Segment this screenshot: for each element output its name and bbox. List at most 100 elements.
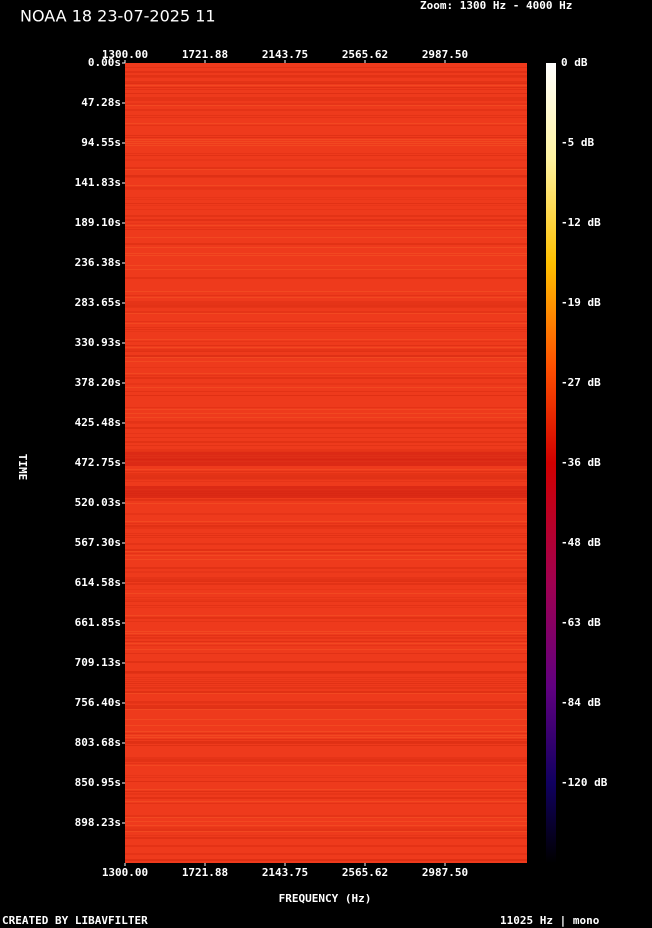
stripe [125, 797, 527, 799]
stripe [125, 735, 527, 736]
stripe [125, 277, 527, 279]
stripe [125, 167, 527, 169]
stripe [125, 551, 527, 552]
stripe [125, 449, 527, 451]
stripe [125, 387, 527, 388]
stripe [125, 635, 527, 636]
colorbar-label: -5 dB [561, 136, 594, 149]
time-label: 472.75s [75, 456, 121, 469]
stripe [125, 347, 527, 348]
stripe [125, 247, 527, 248]
stripe [125, 731, 527, 732]
stripe [125, 743, 527, 744]
stripe [125, 617, 527, 619]
stripe [125, 311, 527, 313]
footer-right: 11025 Hz | mono [500, 914, 600, 927]
stripe [125, 115, 527, 116]
stripe [125, 67, 527, 68]
stripe [125, 139, 527, 140]
stripe [125, 469, 527, 470]
stripe [125, 361, 527, 362]
time-label: 378.20s [75, 376, 121, 389]
stripe [125, 803, 527, 804]
band [125, 452, 527, 466]
stripe [125, 209, 527, 210]
time-label: 425.48s [75, 416, 121, 429]
stripe [125, 143, 527, 144]
stripe [125, 789, 527, 790]
time-label: 709.13s [75, 656, 121, 669]
stripe [125, 831, 527, 832]
stripe [125, 645, 527, 646]
stripe [125, 297, 527, 298]
stripe [125, 837, 527, 839]
stripe [125, 827, 527, 829]
stripe [125, 123, 527, 124]
stripe [125, 77, 527, 78]
stripe [125, 85, 527, 86]
stripe [125, 451, 527, 452]
stripe [125, 825, 527, 826]
stripe [125, 589, 527, 590]
stripe [125, 391, 527, 392]
stripe [125, 759, 527, 761]
stripe [125, 649, 527, 650]
stripe [125, 331, 527, 332]
stripe [125, 125, 527, 126]
stripe [125, 437, 527, 438]
stripe [125, 503, 527, 504]
stripe [125, 177, 527, 178]
stripe [125, 525, 527, 527]
spectrogram-stripes [125, 67, 527, 861]
stripe [125, 691, 527, 693]
stripe [125, 341, 527, 342]
stripe [125, 83, 527, 84]
stripe [125, 355, 527, 357]
colorbar-label: -12 dB [561, 216, 601, 229]
stripe [125, 745, 527, 746]
stripe [125, 845, 527, 847]
stripe [125, 153, 527, 154]
band [125, 486, 527, 498]
time-label: 47.28s [81, 96, 121, 109]
stripe [125, 375, 527, 376]
title: NOAA 18 23-07-2025 11 [20, 7, 216, 26]
freq-label-bottom: 2143.75 [262, 866, 308, 879]
stripe [125, 219, 527, 221]
stripe [125, 853, 527, 855]
colorbar-label: -84 dB [561, 696, 601, 709]
freq-label-bottom: 2565.62 [342, 866, 388, 879]
y-axis-label: TIME [16, 454, 29, 481]
stripe [125, 701, 527, 703]
stripe [125, 99, 527, 101]
time-label: 236.38s [75, 256, 121, 269]
freq-label-top: 1721.88 [182, 48, 228, 61]
stripe [125, 477, 527, 479]
stripe [125, 473, 527, 475]
stripe [125, 535, 527, 536]
stripe [125, 817, 527, 818]
time-label: 94.55s [81, 136, 121, 149]
stripe [125, 197, 527, 198]
stripe [125, 445, 527, 446]
time-label: 283.65s [75, 296, 121, 309]
stripe [125, 433, 527, 434]
colorbar-label: -27 dB [561, 376, 601, 389]
stripe [125, 607, 527, 608]
stripe [125, 255, 527, 256]
stripe [125, 417, 527, 418]
stripe [125, 323, 527, 324]
stripe [125, 479, 527, 480]
footer-left: CREATED BY LIBAVFILTER [2, 914, 148, 927]
stripe [125, 253, 527, 254]
stripe [125, 97, 527, 99]
stripe [125, 567, 527, 569]
freq-label-bottom: 1721.88 [182, 866, 228, 879]
stripe [125, 801, 527, 802]
time-label: 756.40s [75, 696, 121, 709]
stripe [125, 227, 527, 228]
stripe [125, 225, 527, 226]
stripe [125, 559, 527, 560]
stripe [125, 709, 527, 710]
stripe [125, 351, 527, 352]
